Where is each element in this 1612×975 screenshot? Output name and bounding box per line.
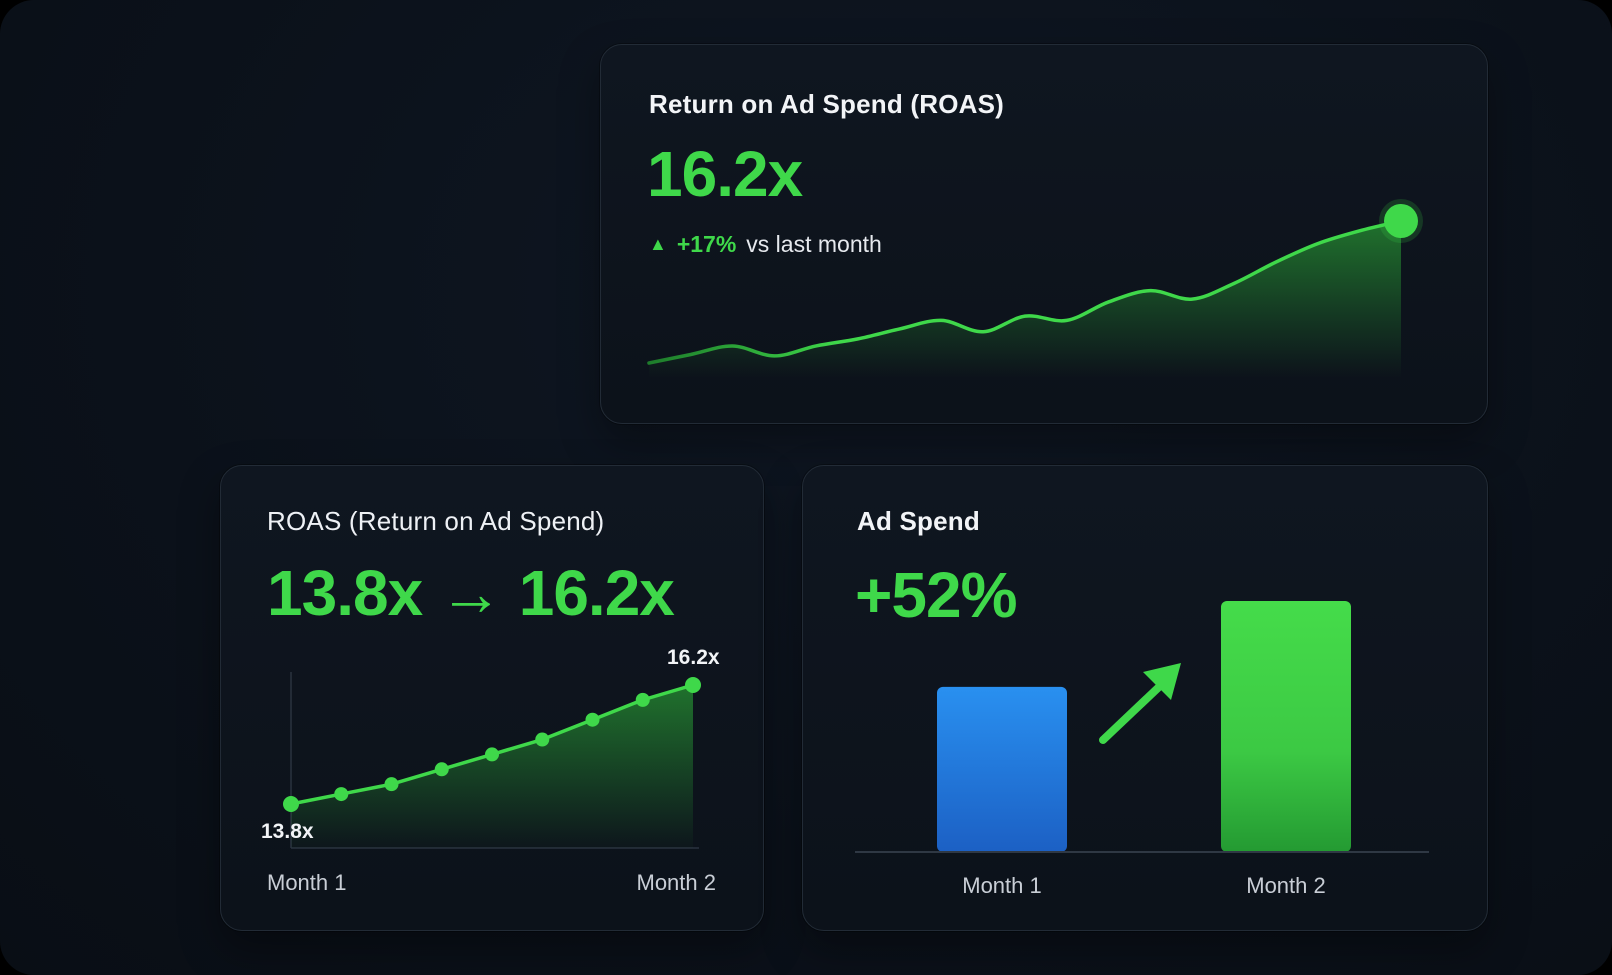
x-tick-label: Month 1 bbox=[267, 870, 347, 895]
data-point bbox=[535, 732, 550, 747]
data-point bbox=[334, 787, 349, 802]
endpoint-marker bbox=[1384, 204, 1418, 238]
data-point bbox=[585, 712, 600, 727]
data-point bbox=[384, 777, 399, 792]
roas-monthly-card: ROAS (Return on Ad Spend) 13.8x → 16.2x … bbox=[220, 465, 764, 931]
roas-monthly-chart: 13.8x 16.2x Month 1 Month 2 bbox=[261, 646, 720, 895]
trend-area bbox=[649, 221, 1401, 377]
up-triangle-icon: ▲ bbox=[649, 234, 667, 254]
ad-spend-change-value: +52% bbox=[855, 559, 1017, 631]
delta-comparison: vs last month bbox=[746, 231, 882, 257]
x-tick-label: Month 1 bbox=[962, 873, 1042, 898]
data-point bbox=[685, 677, 701, 693]
delta-indicator: ▲ +17% vs last month bbox=[649, 231, 882, 258]
card-title: Return on Ad Spend (ROAS) bbox=[649, 89, 1005, 119]
roas-value: 16.2x bbox=[647, 138, 803, 210]
roas-area bbox=[291, 685, 693, 848]
delta-percent: +17% bbox=[676, 231, 737, 257]
card-title: ROAS (Return on Ad Spend) bbox=[267, 506, 605, 536]
end-value-label: 16.2x bbox=[667, 646, 720, 669]
roas-summary-card: Return on Ad Spend (ROAS) 16.2x ▲ +17% v… bbox=[600, 44, 1488, 424]
ad-spend-card: Ad Spend +52% Month 1 Month 2 bbox=[802, 465, 1488, 931]
start-value-label: 13.8x bbox=[261, 820, 314, 843]
roas-change-value: 13.8x → 16.2x bbox=[267, 557, 675, 629]
x-tick-label: Month 2 bbox=[1246, 873, 1326, 898]
data-point bbox=[485, 747, 499, 762]
x-tick-label: Month 2 bbox=[637, 870, 717, 895]
arrow-up-right-icon bbox=[1099, 663, 1181, 744]
ad-spend-bar-chart: Month 1 Month 2 bbox=[855, 601, 1429, 898]
bar-month-1 bbox=[937, 686, 1067, 852]
roas-trend-chart bbox=[647, 199, 1423, 377]
trend-line bbox=[647, 219, 1403, 365]
data-point bbox=[283, 796, 299, 812]
card-title: Ad Spend bbox=[857, 506, 980, 536]
data-point bbox=[434, 762, 449, 777]
data-point bbox=[635, 692, 650, 707]
bar-month-2 bbox=[1221, 601, 1351, 852]
